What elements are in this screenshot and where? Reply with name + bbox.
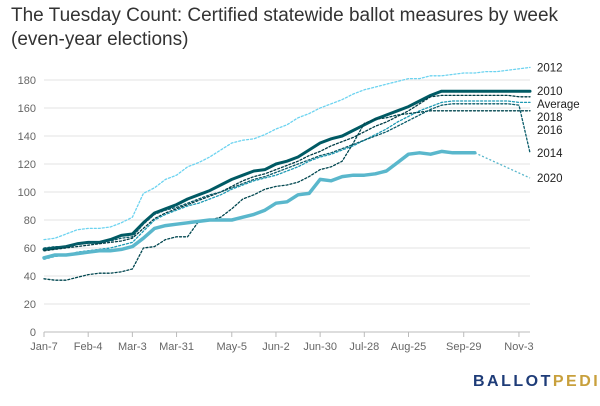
series-line-2016 (43, 110, 531, 281)
y-tick-label: 100 (18, 187, 36, 199)
y-tick-label: 80 (24, 215, 36, 227)
x-tick-label: May-5 (216, 341, 247, 353)
x-tick-label: Nov-3 (504, 341, 533, 353)
series-label-2016: 2016 (537, 125, 563, 137)
series-line-2012 (43, 66, 531, 241)
series-line-2010 (42, 89, 532, 251)
series-line-2014 (43, 103, 531, 249)
x-tick-label: Mar-31 (159, 341, 194, 353)
series-label-average: Average (537, 99, 580, 111)
x-tick-label: Sep-29 (446, 341, 481, 353)
ballotpedia-logo: BALLOTPEDIA (473, 373, 600, 391)
series-label-2018: 2018 (537, 112, 563, 124)
series-leader-2020 (474, 152, 531, 179)
y-tick-label: 180 (18, 75, 36, 87)
y-tick-label: 60 (24, 243, 36, 255)
y-tick-label: 120 (18, 159, 36, 171)
series-line-2020 (42, 149, 477, 260)
x-tick-label: Mar-3 (118, 341, 147, 353)
series-line-2018 (43, 100, 531, 260)
x-tick-label: Jun-2 (262, 341, 290, 353)
x-tick-label: Jun-30 (303, 341, 337, 353)
series-line-average (43, 94, 531, 252)
y-tick-label: 20 (24, 299, 36, 311)
series-label-2014: 2014 (537, 148, 563, 160)
series-label-2020: 2020 (537, 173, 563, 185)
series-label-2012: 2012 (537, 62, 563, 74)
y-tick-label: 160 (18, 103, 36, 115)
x-tick-label: Aug-25 (391, 341, 426, 353)
chart-title: The Tuesday Count: Certified statewide b… (11, 5, 559, 50)
x-tick-label: Jul-28 (349, 341, 379, 353)
y-tick-label: 140 (18, 131, 36, 143)
x-tick-label: Feb-4 (74, 341, 103, 353)
logo-part-pedia: PEDIA (552, 373, 600, 390)
y-tick-label: 40 (24, 271, 36, 283)
x-tick-label: Jan-7 (30, 341, 58, 353)
logo-part-ballot: BALLOT (473, 373, 553, 390)
y-tick-label: 0 (30, 327, 36, 339)
series-label-2010: 2010 (537, 86, 563, 98)
